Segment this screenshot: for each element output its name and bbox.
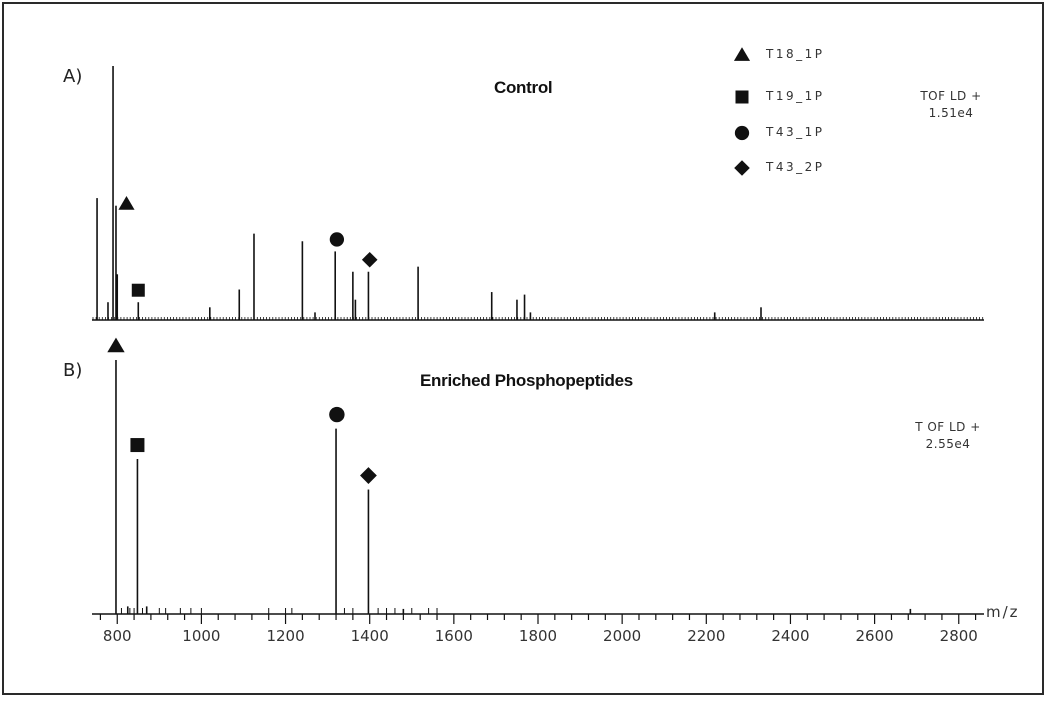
panel-a-spectrum [92,66,984,321]
legend-diamond-icon [734,160,750,176]
x-axis-label: m/z [986,603,1020,621]
legend-label-t43-1p: T43_1P [766,125,825,139]
marker-t43-1p [329,406,345,423]
panel-b-title: Enriched Phosphopeptides [420,371,633,390]
marker-t18-1p [118,196,135,210]
panel-b-spectrum: 800 1000 1200 1400 1600 1800 2000 2200 2400 2600 2… [92,337,984,645]
marker-t19-1p [130,438,145,453]
x-tick-label-1600: 1600 [435,627,473,645]
marker-t43-2p [361,251,378,268]
x-tick-label-2600: 2600 [856,627,894,645]
legend-label-t19-1p: T19_1P [766,89,825,103]
legend-square-icon [735,90,749,104]
legend-circle-icon [734,125,750,141]
panel-a-annotation-line1: TOF LD + [920,89,982,103]
legend-markers [733,47,751,176]
legend-label-t18-1p: T18_1P [766,47,825,61]
panel-a-annotation-line2: 1.51e4 [928,106,974,120]
marker-t43-2p [360,467,377,484]
panel-a-annotation: TOF LD + 1.51e4 [916,88,986,122]
x-tick-label-2800: 2800 [940,627,978,645]
x-tick-label-800: 800 [103,627,132,645]
panel-b-label: B) [63,360,83,381]
panel-b-annotation-line2: 2.55e4 [925,437,971,451]
marker-t43-1p [329,232,345,247]
x-tick-label-1000: 1000 [182,627,220,645]
legend-label-t43-2p: T43_2P [766,160,825,174]
x-tick-label-2400: 2400 [771,627,809,645]
panel-a-label: A) [63,66,83,87]
marker-t18-1p [107,337,125,353]
x-tick-label-1800: 1800 [519,627,557,645]
x-tick-label-1400: 1400 [351,627,389,645]
panel-b-annotation-line1: T OF LD + [915,420,981,434]
x-tick-label-2000: 2000 [603,627,641,645]
legend-triangle-icon [733,47,751,61]
x-tick-label-2200: 2200 [687,627,725,645]
panel-b-annotation: T OF LD + 2.55e4 [912,419,984,453]
marker-t19-1p [131,283,145,297]
x-tick-label-1200: 1200 [266,627,304,645]
panel-a-title: Control [494,78,553,97]
